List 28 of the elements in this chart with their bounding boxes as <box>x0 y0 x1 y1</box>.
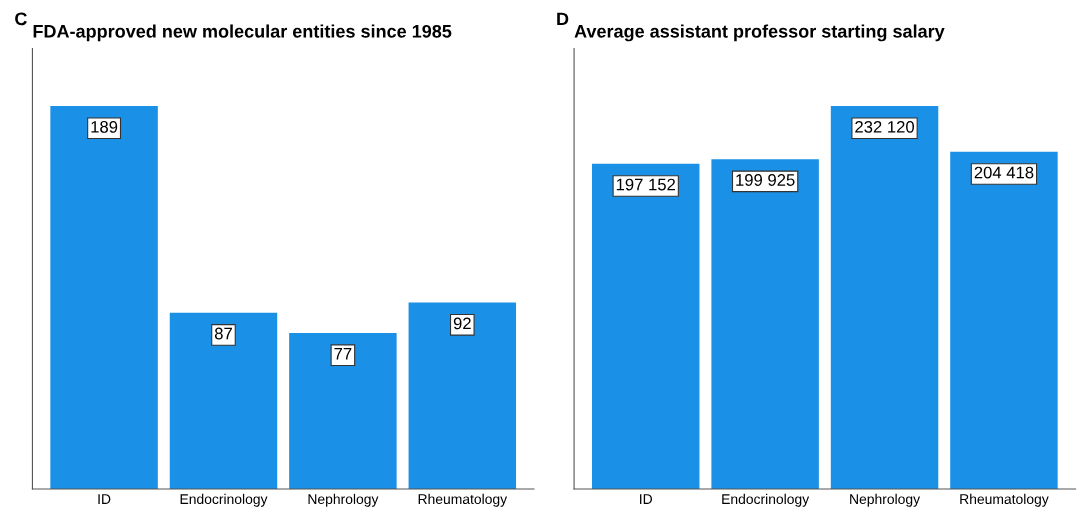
bar <box>408 302 517 489</box>
data-label: 204 418 <box>974 166 1034 179</box>
data-label: 232 120 <box>855 120 915 133</box>
data-label: 197 152 <box>616 178 676 191</box>
data-label: 87 <box>214 327 232 340</box>
x-tick-label: ID <box>640 494 652 504</box>
chart-title: FDA-approved new molecular entities since 1985 <box>33 24 452 42</box>
data-label: 199 925 <box>736 174 795 186</box>
data-label: 189 <box>91 120 118 133</box>
bar <box>169 312 278 489</box>
text: D <box>557 12 569 26</box>
bar <box>711 159 819 489</box>
x-tick-label: Rheumatology <box>960 493 1049 507</box>
x-tick-label: ID <box>98 494 111 504</box>
x-tick-label: Endocrinology <box>180 493 268 507</box>
data-label: 92 <box>453 317 471 330</box>
bar <box>50 106 158 489</box>
x-tick-label: Rheumatology <box>418 493 508 507</box>
x-tick-label: Nephrology <box>850 493 921 507</box>
bar <box>591 163 700 489</box>
bar <box>289 332 397 489</box>
text: C <box>15 12 27 26</box>
bar <box>950 151 1058 489</box>
x-tick-label: Endocrinology <box>722 493 810 507</box>
chart-title: Average assistant professor starting salary <box>574 24 945 42</box>
data-label: 77 <box>334 348 352 360</box>
bar <box>830 106 939 489</box>
x-tick-label: Nephrology <box>308 493 379 507</box>
